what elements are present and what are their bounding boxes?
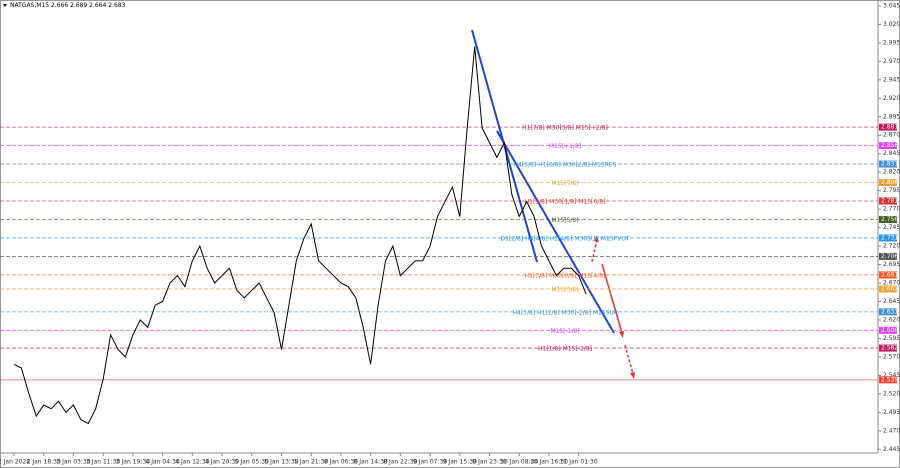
y-tick-label: 2.920: [883, 95, 900, 102]
y-tick-label: 2.620: [883, 316, 900, 323]
trend-line: [496, 130, 615, 334]
level-label: H4[5/8] H1[6/8] M30[2/8] M15RES: [514, 162, 617, 169]
price-tag: [879, 285, 897, 293]
x-tick-label: 4 Jan 04:30: [146, 459, 180, 466]
forecast-arrow: [624, 344, 634, 375]
level-label: M15[5/8]: [551, 217, 578, 224]
price-tag-label: 2.731: [881, 234, 898, 241]
level-label: M15[7/8]: [551, 180, 578, 187]
arrow-head: [619, 331, 624, 338]
price-tag: [879, 234, 897, 242]
y-tick-label: 2.495: [883, 409, 900, 416]
price-tag-label: 2.781: [881, 198, 898, 205]
y-tick-label: 2.820: [883, 169, 900, 176]
price-tag: [879, 142, 897, 150]
y-tick-label: 2.895: [883, 113, 900, 120]
x-tick-label: 5 Jan 13:30: [264, 459, 298, 466]
x-tick-label: 3 Jan 19:30: [116, 459, 150, 466]
price-tag-label: 2.582: [881, 345, 898, 352]
x-tick-label: 10 Jan 16:30: [530, 459, 568, 466]
price-tag-label: 2.856: [881, 142, 898, 149]
price-tag: [879, 326, 897, 334]
y-tick-label: 2.695: [883, 261, 900, 268]
y-tick-label: 2.870: [883, 132, 900, 139]
x-tick-label: 2 Jan 2024: [0, 459, 30, 466]
price-tag-label: 2.756: [881, 216, 898, 223]
price-tag-label: 2.881: [881, 124, 898, 131]
price-tag: [879, 197, 897, 205]
price-tag: [879, 179, 897, 187]
x-tick-label: 8 Jan 22:30: [383, 459, 417, 466]
menu-icon[interactable]: [3, 4, 7, 7]
chart-title: NATGAS,M15 2.666 2.689 2.664 2.683: [10, 2, 126, 9]
y-tick-label: 2.795: [883, 187, 900, 194]
x-tick-label: 3 Jan 11:30: [86, 459, 120, 466]
level-label: M15[-1/8]: [550, 328, 579, 335]
y-tick-label: 2.520: [883, 390, 900, 397]
price-tag: [879, 160, 897, 168]
price-tag-label: 2.539: [881, 376, 898, 383]
y-tick-label: 2.670: [883, 280, 900, 287]
forecast-arrow: [591, 239, 598, 263]
level-label: H1[3/8] M30[0/8] M15[4/8]: [525, 272, 606, 279]
level-label: H1[7/8] M30[5/8] M15[+2/8]: [522, 125, 608, 132]
price-tag-label: 2.806: [881, 179, 898, 186]
price-line: [13, 46, 587, 425]
x-tick-label: 9 Jan 07:30: [413, 459, 447, 466]
y-tick-label: 2.595: [883, 335, 900, 342]
price-tag-label: 2.631: [881, 308, 898, 315]
price-tag: [879, 271, 897, 279]
y-tick-label: 2.720: [883, 243, 900, 250]
arrow-head: [630, 372, 635, 379]
x-tick-label: 9 Jan 23:30: [472, 459, 506, 466]
x-tick-label: 8 Jan 06:30: [324, 459, 358, 466]
price-tag: [879, 215, 897, 223]
x-tick-label: 2 Jan 18:30: [27, 459, 61, 466]
price-tag: [879, 376, 897, 384]
y-tick-label: 2.470: [883, 427, 900, 434]
y-tick-label: 2.445: [883, 446, 900, 453]
price-tag-label: 2.662: [881, 285, 898, 292]
y-tick-label: 2.945: [883, 76, 900, 83]
price-tag-label: 2.681: [881, 271, 898, 278]
price-tag: [879, 344, 897, 352]
forecast-arrow: [601, 263, 623, 334]
x-tick-label: 5 Jan 05:30: [235, 459, 269, 466]
level-label: H1[5/8] M30[1/8] M15[6/8]: [525, 199, 606, 206]
y-tick-label: 3.020: [883, 21, 900, 28]
level-label: H1[1/8] M15[-2/8]: [538, 346, 592, 353]
x-tick-label: 4 Jan 12:30: [175, 459, 209, 466]
y-tick-label: 2.770: [883, 206, 900, 213]
level-label: M15[3/8]: [551, 286, 578, 293]
y-tick-label: 2.995: [883, 39, 900, 46]
x-tick-label: 11 Jan 01:30: [560, 459, 598, 466]
x-tick-label: 8 Jan 14:30: [354, 459, 388, 466]
y-tick-label: 2.845: [883, 150, 900, 157]
y-tick-label: 2.545: [883, 372, 900, 379]
level-label: M15[+1/8]: [549, 143, 581, 150]
x-tick-label: 3 Jan 03:30: [56, 459, 90, 466]
y-tick-label: 2.745: [883, 224, 900, 231]
price-tag-label: 2.831: [881, 161, 898, 168]
price-tag-label: 2.606: [881, 327, 898, 334]
x-tick-label: 4 Jan 20:30: [205, 459, 239, 466]
price-tag: [879, 308, 897, 316]
y-tick-label: 2.645: [883, 298, 900, 305]
price-tag: [879, 252, 897, 260]
x-tick-label: 9 Jan 15:30: [443, 459, 477, 466]
x-tick-label: 10 Jan 08:30: [500, 459, 538, 466]
level-label: D1[2/8] H4[4/8] H1[4/8] M30SUP M15PVOT: [500, 235, 630, 242]
x-tick-label: 5 Jan 21:30: [294, 459, 328, 466]
y-tick-label: 2.570: [883, 353, 900, 360]
arrow-head: [594, 236, 599, 242]
level-label: H4[3/8] H1[2/8] M30[-2/8] M15SUP: [513, 309, 618, 316]
price-tag: [879, 123, 897, 131]
y-tick-label: 3.045: [883, 2, 900, 9]
price-tag-label: 2.706: [881, 253, 898, 260]
y-tick-label: 2.970: [883, 58, 900, 65]
